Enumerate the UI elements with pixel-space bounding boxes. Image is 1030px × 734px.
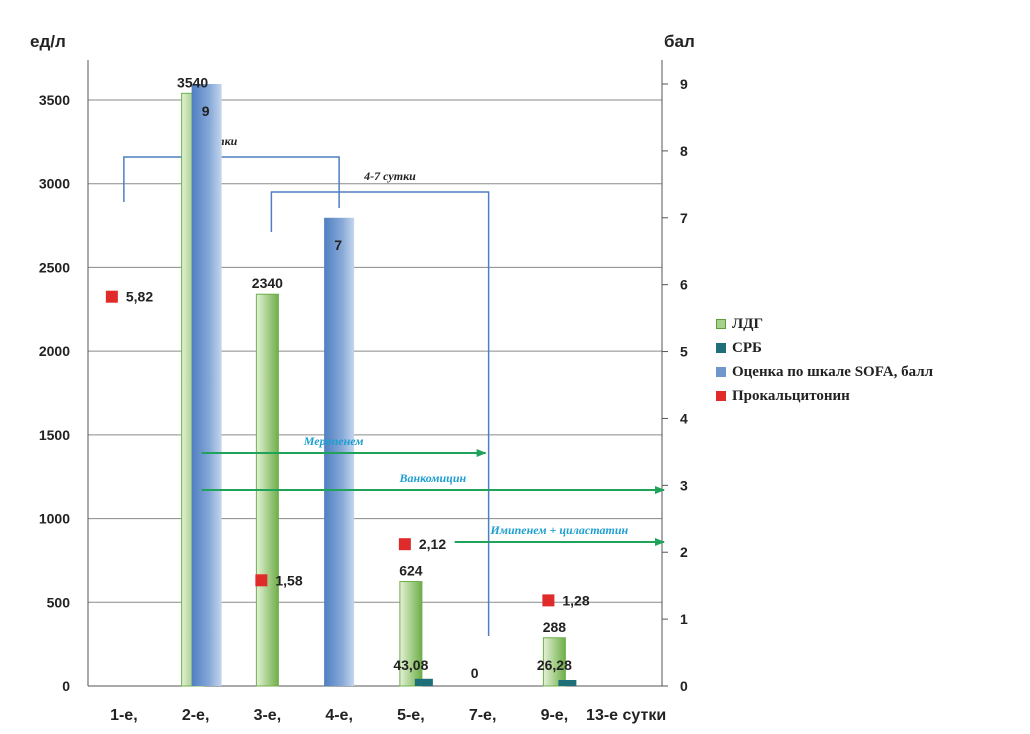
y-left-tick-4: 2000 [39, 343, 70, 359]
label-srb-5: 0 [471, 665, 479, 681]
legend-label-srb: СРБ [732, 339, 762, 356]
legend-label-ldg: ЛДГ [732, 315, 764, 332]
legend-swatch-srb [716, 343, 726, 353]
x-tick-1: 2-е, [182, 707, 210, 724]
y-right-tick-8: 8 [680, 143, 688, 159]
legend-item-procalcitonin: Прокальцитонин [716, 384, 933, 408]
procalcitonin-markers [105, 290, 555, 607]
label-srb-6: 26,28 [537, 657, 572, 673]
arrow-label-2: Имипенем + циластатин [489, 523, 628, 537]
y-right-tick-4: 4 [680, 410, 688, 426]
y-right-tick-5: 5 [680, 344, 688, 360]
y-right-tick-7: 7 [680, 210, 688, 226]
y-right-tick-2: 2 [680, 544, 688, 560]
arrow-label-0: Меропенем [303, 434, 364, 448]
label-procalcitonin-4: 2,12 [419, 536, 446, 552]
bar-ldg-4 [399, 581, 423, 687]
y-right-tick-6: 6 [680, 277, 688, 293]
y-right-axis-title: бал [664, 32, 695, 51]
label-ldg-6: 288 [543, 619, 567, 635]
x-tick-6: 9-е, [541, 707, 569, 724]
legend-label-sofa: Оценка по шкале SOFA, балл [732, 363, 934, 380]
x-tick-7: 13-е сутки [586, 707, 666, 724]
y-right-tick-0: 0 [680, 678, 688, 694]
x-tick-4: 5-е, [397, 707, 425, 724]
bar-srb-6 [558, 680, 577, 686]
y-left-tick-1: 500 [47, 594, 71, 610]
data-labels: 3540 2340 624 288 9 7 43,08 0 26,28 5,82 1,58 2,12 1… [126, 74, 590, 681]
label-procalcitonin-6: 1,28 [562, 592, 589, 608]
marker-procalcitonin-0 [105, 290, 118, 303]
marker-procalcitonin-2 [255, 574, 268, 587]
label-sofa-1: 9 [202, 103, 210, 119]
label-srb-4: 43,08 [393, 657, 428, 673]
marker-procalcitonin-4 [398, 538, 411, 551]
bar-ldg-6 [542, 637, 566, 687]
label-sofa-3: 7 [334, 237, 342, 253]
legend-swatch-ldg [716, 319, 726, 329]
label-ldg-2: 2340 [252, 275, 283, 291]
y-left-tick-2: 1000 [39, 511, 70, 527]
x-tick-5: 7-е, [469, 707, 497, 724]
bar-sofa-1 [191, 84, 222, 686]
axes: 0 500 1000 1500 2000 2500 3000 3500 0 1 2 3 4 5 6 7 8 9 1-… [39, 60, 688, 724]
x-tick-3: 4-е, [325, 707, 353, 724]
x-tick-2: 3-е, [254, 707, 282, 724]
y-left-tick-7: 3500 [39, 92, 70, 108]
x-tick-0: 1-е, [110, 707, 138, 724]
y-left-tick-5: 2500 [39, 259, 70, 275]
label-ldg-1: 3540 [177, 74, 208, 90]
y-right-tick-9: 9 [680, 76, 688, 92]
label-procalcitonin-2: 1,58 [275, 572, 302, 588]
bracket-label-1: 4-7 сутки [363, 169, 416, 183]
arrow-label-1: Ванкомицин [398, 471, 466, 485]
y-left-tick-0: 0 [62, 678, 70, 694]
label-ldg-4: 624 [399, 563, 423, 579]
legend: ЛДГ СРБ Оценка по шкале SOFA, балл Прока… [716, 312, 933, 408]
antibiotic-arrows: Меропенем Ванкомицин Имипенем + циластатин [201, 434, 665, 546]
y-left-tick-3: 1500 [39, 427, 70, 443]
bar-srb-4 [414, 678, 433, 686]
legend-item-ldg: ЛДГ [716, 312, 933, 336]
legend-item-sofa: Оценка по шкале SOFA, балл [716, 360, 933, 384]
label-procalcitonin-0: 5,82 [126, 289, 153, 305]
y-right-tick-3: 3 [680, 477, 688, 493]
y-right-tick-1: 1 [680, 611, 688, 627]
bar-sofa-3 [324, 217, 355, 686]
legend-swatch-sofa [716, 367, 726, 377]
bracket-1 [270, 191, 490, 636]
legend-label-procalcitonin: Прокальцитонин [732, 387, 850, 404]
y-left-tick-6: 3000 [39, 176, 70, 192]
y-left-axis-title: ед/л [30, 32, 66, 51]
bracket-0 [123, 156, 340, 208]
legend-item-srb: СРБ [716, 336, 933, 360]
marker-procalcitonin-6 [542, 594, 555, 607]
legend-swatch-procalcitonin [716, 391, 726, 401]
